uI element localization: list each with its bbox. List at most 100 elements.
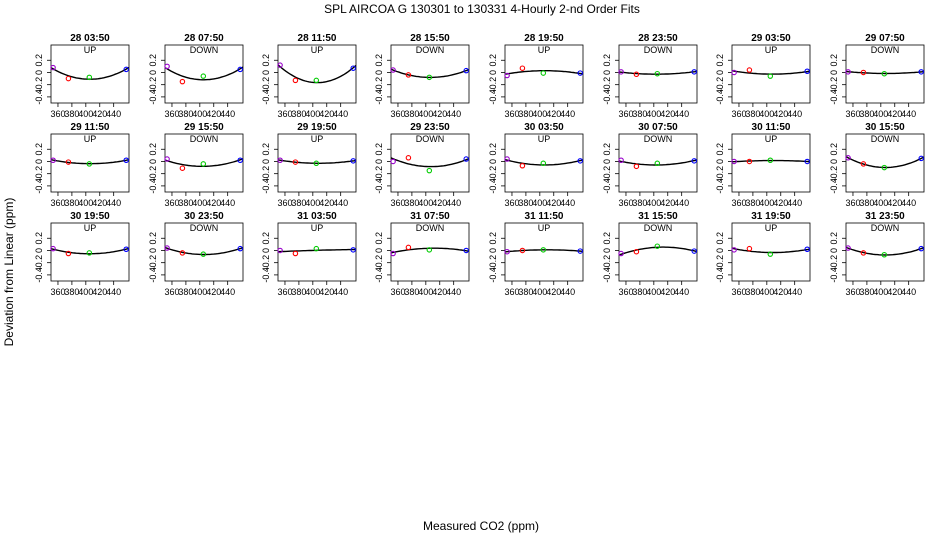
x-tick-label: 360 <box>504 287 519 297</box>
data-point <box>691 248 697 254</box>
data-point <box>350 158 356 164</box>
y-tick-label: 0 <box>488 159 498 164</box>
x-tick-label-minor: 380 <box>178 287 193 297</box>
data-point <box>292 250 299 257</box>
data-point <box>65 159 72 165</box>
x-tick-label-minor: 420 <box>660 287 675 297</box>
fit-curve <box>391 68 469 79</box>
y-tick-label: 0.2 <box>715 54 725 67</box>
x-tick-label-minor: 420 <box>660 198 675 208</box>
data-point <box>577 70 583 76</box>
panel-title: 31 15:50 <box>638 211 678 222</box>
x-tick-label: 400 <box>192 287 207 297</box>
x-tick-label: 360 <box>618 198 633 208</box>
x-tick-label-minor: 420 <box>92 287 107 297</box>
x-tick-label: 360 <box>504 109 519 119</box>
data-point <box>200 161 207 167</box>
y-tick-label: -0.2 <box>374 77 384 93</box>
panel-direction: DOWN <box>871 223 900 233</box>
y-tick-label: 0 <box>374 159 384 164</box>
panel-direction: DOWN <box>190 45 219 55</box>
y-tick-label: -0.2 <box>602 77 612 93</box>
fit-curve <box>846 70 924 75</box>
data-point <box>577 248 583 254</box>
data-point <box>313 160 320 167</box>
x-tick-label: 440 <box>333 198 348 208</box>
x-tick-label-minor: 420 <box>92 198 107 208</box>
y-tick-label: 0.2 <box>488 54 498 67</box>
x-tick-label: 360 <box>164 198 179 208</box>
x-tick-label: 360 <box>50 198 65 208</box>
panel-title: 29 03:50 <box>751 33 791 44</box>
x-tick-label: 440 <box>674 287 689 297</box>
data-point <box>845 245 851 251</box>
y-tick-label: -0.4 <box>261 178 271 194</box>
plot-frame <box>618 133 698 193</box>
data-point <box>633 248 640 255</box>
y-tick-label: 0 <box>715 159 725 164</box>
x-tick-label-minor: 380 <box>859 198 874 208</box>
data-point <box>123 66 129 73</box>
x-tick-label: 360 <box>618 109 633 119</box>
panel-title: 29 19:50 <box>297 122 337 133</box>
plot-frame <box>390 44 470 104</box>
fit-curve <box>846 246 924 256</box>
panel-title: 31 03:50 <box>297 211 337 222</box>
fit-curve <box>619 246 697 256</box>
data-point <box>200 73 207 79</box>
y-tick-label: -0.4 <box>715 89 725 105</box>
y-tick-label: 0 <box>602 159 612 164</box>
y-tick-label: 0.2 <box>374 54 384 67</box>
panel-title: 29 23:50 <box>410 122 450 133</box>
x-tick-label: 400 <box>305 198 320 208</box>
data-point <box>426 74 433 81</box>
data-point <box>179 165 186 171</box>
x-tick-label-minor: 420 <box>773 287 788 297</box>
data-point <box>860 250 867 256</box>
data-point <box>179 250 186 256</box>
y-tick-label: -0.4 <box>34 267 44 283</box>
plot-frame <box>618 44 698 104</box>
fit-curve <box>846 155 924 169</box>
x-tick-label-minor: 380 <box>859 109 874 119</box>
data-point <box>731 158 737 165</box>
y-tick-label: 0 <box>261 70 271 75</box>
data-point <box>519 65 526 71</box>
data-point <box>164 245 170 251</box>
x-tick-label-minor: 380 <box>745 287 760 297</box>
data-point <box>463 247 469 254</box>
fit-curve <box>51 159 129 165</box>
data-point <box>292 159 299 165</box>
x-tick-label: 440 <box>220 109 235 119</box>
y-tick-label: 0 <box>374 70 384 75</box>
y-tick-label: -0.2 <box>34 255 44 271</box>
x-tick-label-minor: 420 <box>773 109 788 119</box>
y-tick-label: 0 <box>715 70 725 75</box>
y-tick-label: 0 <box>34 159 44 164</box>
x-tick-label: 440 <box>674 109 689 119</box>
x-tick-label-minor: 420 <box>773 198 788 208</box>
y-tick-label: -0.4 <box>602 89 612 105</box>
y-tick-label: 0.2 <box>261 232 271 245</box>
x-tick-label: 440 <box>220 287 235 297</box>
x-tick-label-minor: 380 <box>291 198 306 208</box>
y-tick-label: -0.2 <box>34 166 44 182</box>
data-point <box>860 69 867 76</box>
data-point <box>237 157 243 164</box>
x-tick-label: 440 <box>901 287 916 297</box>
panel-direction: UP <box>311 45 324 55</box>
y-tick-label: 0.2 <box>261 143 271 156</box>
fit-curve <box>165 66 243 81</box>
x-tick-label: 400 <box>192 198 207 208</box>
fit-curve <box>51 66 129 80</box>
x-tick-label: 440 <box>333 287 348 297</box>
y-tick-label: 0.2 <box>715 232 725 245</box>
y-tick-label: 0 <box>602 248 612 253</box>
fit-curve <box>619 70 697 75</box>
